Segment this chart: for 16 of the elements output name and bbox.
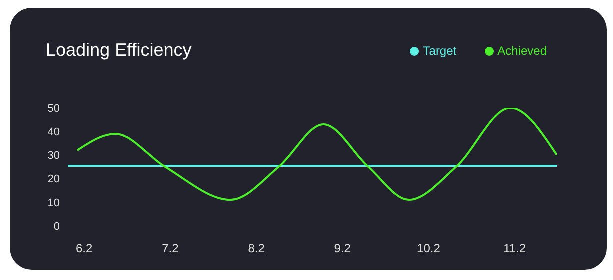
- y-tick-label: 20: [48, 174, 60, 186]
- x-tick-label: 9.2: [334, 242, 352, 256]
- chart-title: Loading Efficiency: [46, 40, 192, 61]
- x-tick-label: 8.2: [248, 242, 266, 256]
- legend-label: Target: [423, 44, 457, 58]
- y-tick-label: 10: [48, 197, 60, 210]
- x-tick-label: 11.2: [504, 242, 526, 256]
- line-series: [76, 108, 557, 202]
- legend-label: Achieved: [498, 44, 547, 58]
- y-tick-label: 50: [48, 102, 60, 115]
- y-tick-label: 40: [48, 126, 60, 139]
- x-tick-label: 7.2: [162, 242, 180, 256]
- y-tick-label: 30: [48, 150, 60, 162]
- x-tick-label: 10.2: [417, 242, 441, 256]
- x-tick-label: 6.2: [76, 242, 94, 256]
- y-tick-label: 0: [54, 220, 60, 233]
